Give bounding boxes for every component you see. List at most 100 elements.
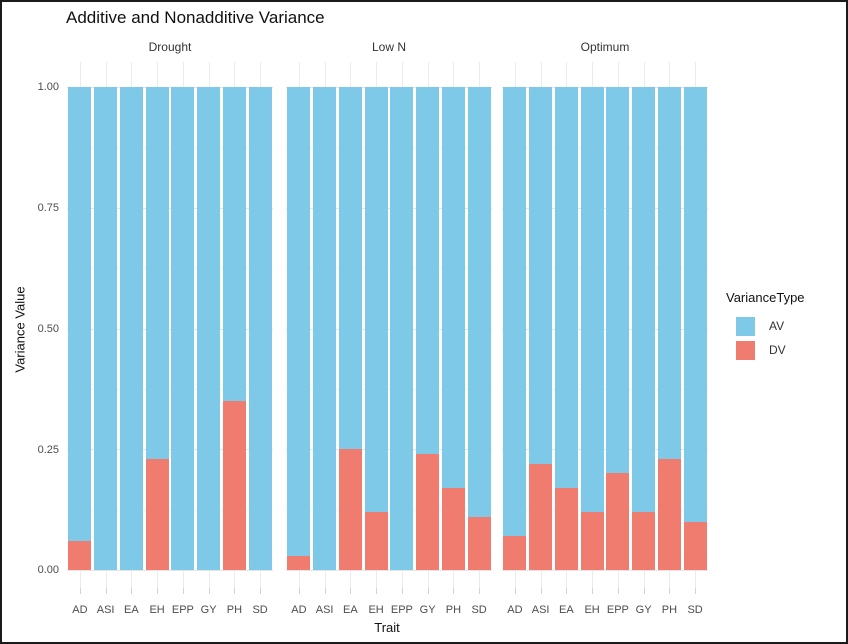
x-tick-label: AD	[72, 604, 88, 616]
y-tick-label: 0.25	[37, 444, 59, 456]
legend-label-av: AV	[769, 319, 785, 333]
gridline-minor	[67, 147, 273, 149]
x-axis-tick	[540, 588, 542, 594]
bar-dv-segment	[222, 400, 246, 570]
y-tick-label: 0.75	[37, 202, 59, 214]
x-axis-tick	[298, 588, 300, 594]
x-axis-tick	[401, 588, 403, 594]
gridline-minor	[286, 147, 492, 149]
gridline-minor	[286, 388, 492, 390]
gridline-major	[67, 87, 273, 88]
x-tick-label: ASI	[531, 604, 550, 616]
x-axis-tick	[514, 588, 516, 594]
x-tick-label: EH	[368, 604, 384, 616]
x-tick-label: EA	[124, 604, 139, 616]
x-tick-label: EH	[149, 604, 165, 616]
bar-av-segment	[529, 87, 553, 464]
gridline-major	[67, 207, 273, 209]
x-tick-label: AD	[507, 604, 523, 616]
legend-label-dv: DV	[769, 343, 786, 357]
gridline-major	[502, 449, 708, 451]
facet-label-low-n: Low N	[371, 40, 406, 54]
gridline-major	[67, 449, 273, 451]
bar-av-segment	[554, 87, 578, 488]
legend-item-dv: DV	[736, 338, 805, 362]
gridline-minor	[67, 388, 273, 390]
x-tick-label: PH	[226, 604, 243, 616]
bar-dv-segment	[529, 463, 553, 570]
facet-panel	[502, 62, 708, 588]
x-axis-tick	[695, 588, 697, 594]
x-axis-tick	[617, 588, 619, 594]
x-axis-tick	[427, 588, 429, 594]
bar-av-segment	[94, 87, 118, 570]
bar-av-segment	[390, 87, 414, 570]
x-tick-label: EH	[584, 604, 600, 616]
x-tick-label: SD	[252, 604, 268, 616]
legend-item-av: AV	[736, 314, 805, 338]
gridline-major	[67, 328, 273, 330]
legend-swatch-dv-icon	[736, 340, 755, 360]
bar-av-segment	[248, 87, 272, 570]
bar-av-segment	[416, 87, 440, 455]
x-axis-tick	[350, 588, 352, 594]
bar-dv-segment	[364, 512, 388, 570]
bar-dv-segment	[416, 454, 440, 570]
y-tick-label: 0.00	[37, 564, 59, 576]
x-axis-tick	[157, 588, 159, 594]
x-axis-tick	[131, 588, 133, 594]
x-axis-tick	[643, 588, 645, 594]
x-axis-tick	[376, 588, 378, 594]
bar-av-segment	[287, 87, 311, 556]
x-tick-label: GY	[419, 604, 436, 616]
bar-dv-segment	[580, 512, 604, 570]
bar-av-segment	[467, 87, 491, 517]
x-tick-label: EA	[343, 604, 358, 616]
x-tick-label: GY	[635, 604, 652, 616]
x-axis-tick	[182, 588, 184, 594]
bar-av-segment	[632, 87, 656, 512]
x-tick-label: SD	[687, 604, 703, 616]
bar-dv-segment	[287, 555, 311, 570]
x-axis-tick	[79, 588, 81, 594]
gridline-major	[502, 207, 708, 209]
bar-dv-segment	[338, 449, 362, 571]
bar-dv-segment	[606, 473, 630, 570]
gridline-minor	[502, 268, 708, 270]
x-axis-tick	[479, 588, 481, 594]
facet-panel	[286, 62, 492, 588]
x-tick-label: ASI	[315, 604, 334, 616]
gridline-minor	[286, 268, 492, 270]
x-tick-label: GY	[200, 604, 217, 616]
gridline-minor	[286, 509, 492, 511]
bar-dv-segment	[68, 541, 92, 570]
x-axis-tick	[566, 588, 568, 594]
bar-dv-segment	[683, 521, 707, 570]
x-axis-tick	[105, 588, 107, 594]
x-axis-tick	[592, 588, 594, 594]
x-tick-label: EPP	[606, 604, 629, 616]
bar-dv-segment	[657, 458, 681, 570]
x-axis-tick	[453, 588, 455, 594]
x-tick-label: EPP	[390, 604, 413, 616]
gridline-major	[286, 207, 492, 209]
y-tick-label: 0.50	[37, 323, 59, 335]
legend-title: VarianceType	[726, 290, 805, 305]
gridline-minor	[502, 509, 708, 511]
bar-av-segment	[364, 87, 388, 512]
x-tick-label: EPP	[171, 604, 194, 616]
x-tick-label: EA	[559, 604, 574, 616]
x-tick-label: PH	[661, 604, 678, 616]
bar-av-segment	[197, 87, 221, 570]
gridline-major	[286, 449, 492, 451]
gridline-minor	[502, 147, 708, 149]
gridline-major	[286, 328, 492, 330]
bar-av-segment	[119, 87, 143, 570]
bar-dv-segment	[467, 516, 491, 570]
legend-swatch-av-icon	[736, 316, 755, 336]
bar-av-segment	[313, 87, 337, 570]
x-tick-label: PH	[445, 604, 462, 616]
gridline-major	[67, 570, 273, 571]
bar-dv-segment	[554, 487, 578, 570]
